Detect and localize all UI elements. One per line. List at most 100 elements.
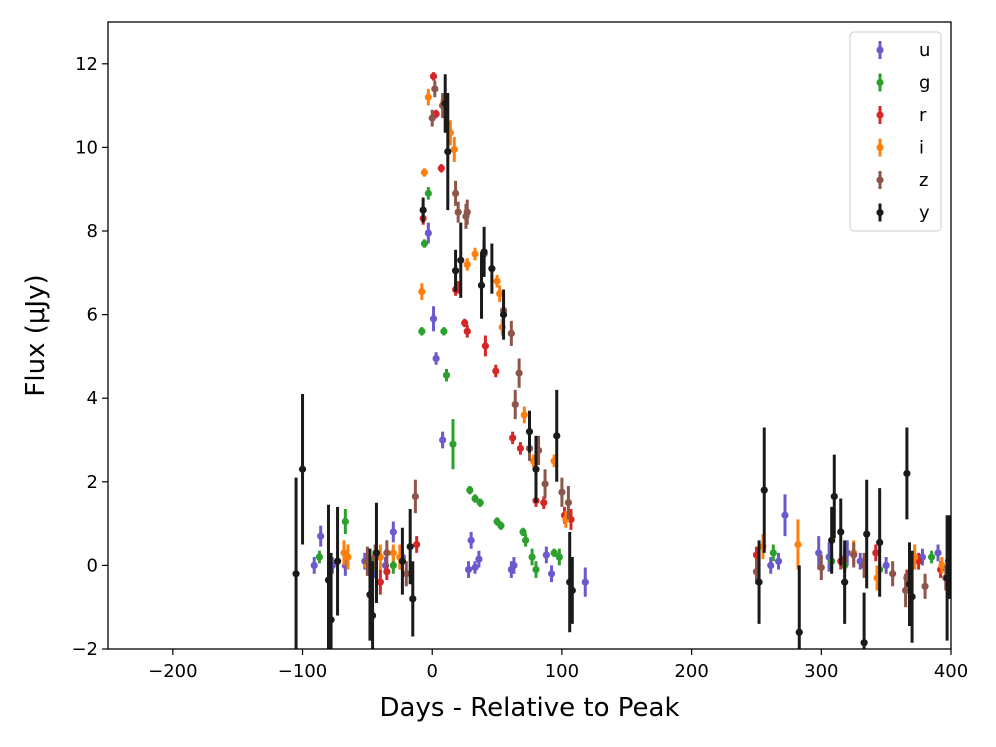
data-point <box>454 208 462 216</box>
data-point <box>463 327 471 335</box>
data-point <box>439 436 447 444</box>
data-point <box>499 311 508 319</box>
series-g <box>315 187 936 578</box>
data-point <box>333 557 342 565</box>
data-point <box>437 164 445 172</box>
data-point <box>298 465 307 473</box>
y-tick-label: 10 <box>75 137 98 158</box>
data-point <box>420 239 429 248</box>
data-point <box>317 532 325 540</box>
data-point <box>413 540 421 549</box>
x-tick-label: 200 <box>674 661 708 682</box>
data-point <box>409 595 417 603</box>
x-tick-label: −100 <box>278 661 327 682</box>
data-point <box>402 570 410 578</box>
data-point <box>946 553 951 561</box>
data-point <box>934 549 942 557</box>
legend-marker <box>876 111 884 119</box>
data-point <box>550 549 558 557</box>
data-point <box>541 480 549 488</box>
data-point <box>830 492 838 501</box>
data-point <box>471 250 479 258</box>
data-point <box>471 494 479 503</box>
y-tick-label: 6 <box>87 305 98 326</box>
y-tick-label: 2 <box>87 472 98 493</box>
data-point <box>755 578 763 586</box>
data-point <box>540 499 548 507</box>
legend-marker <box>876 143 884 152</box>
data-point <box>872 549 880 557</box>
data-point <box>476 499 484 507</box>
legend-label: g <box>919 73 930 94</box>
data-point <box>461 319 469 327</box>
data-point <box>315 553 323 561</box>
data-point <box>464 565 473 574</box>
data-point <box>389 561 397 570</box>
y-tick-label: 0 <box>87 555 98 576</box>
data-point <box>475 555 483 563</box>
legend-label: y <box>919 203 930 224</box>
legend-marker <box>876 46 884 54</box>
data-point <box>889 570 897 578</box>
legend-label: r <box>919 105 927 126</box>
data-point <box>542 551 550 559</box>
data-point <box>547 570 556 578</box>
data-point <box>429 72 438 80</box>
data-point <box>515 369 523 377</box>
data-point <box>444 147 452 156</box>
data-point <box>882 561 890 570</box>
data-point <box>794 540 802 549</box>
legend-label: z <box>919 170 928 191</box>
data-point <box>511 400 519 409</box>
data-point <box>497 522 505 530</box>
data-point <box>383 549 391 557</box>
y-axis-label: Flux (μJy) <box>21 274 51 396</box>
data-point <box>292 570 300 578</box>
data-point <box>451 189 460 197</box>
data-point <box>841 578 849 586</box>
data-point <box>532 465 540 473</box>
x-tick-label: 300 <box>804 661 838 682</box>
data-point <box>509 434 517 442</box>
legend-marker <box>876 176 884 184</box>
data-point <box>463 260 471 269</box>
data-point <box>507 329 515 338</box>
data-point <box>424 189 432 197</box>
data-point <box>419 206 427 214</box>
data-point <box>406 542 414 551</box>
data-point <box>368 611 377 620</box>
data-point <box>432 354 440 363</box>
data-point <box>564 499 573 507</box>
data-point <box>389 549 397 557</box>
data-point <box>398 557 407 565</box>
data-point <box>428 114 436 122</box>
data-point <box>555 553 563 561</box>
series-y <box>292 74 951 649</box>
data-point <box>492 367 500 375</box>
data-point <box>525 428 534 436</box>
y-tick-label: 12 <box>75 54 98 75</box>
data-point <box>466 486 474 494</box>
data-point <box>477 281 486 289</box>
data-point <box>921 582 929 590</box>
axis-ticks: −200 −100 0 100 200 300 400 −2 0 2 4 6 8 10 12 <box>71 54 968 682</box>
series-u <box>310 222 951 597</box>
data-point <box>558 488 566 496</box>
y-tick-label: 4 <box>87 388 98 409</box>
data-point <box>769 549 777 557</box>
data-point <box>860 639 868 647</box>
data-point <box>429 315 438 323</box>
legend-marker <box>876 208 884 217</box>
legend-box <box>849 31 942 232</box>
data-point <box>327 616 335 624</box>
data-point <box>760 486 768 494</box>
data-point <box>496 290 504 298</box>
data-point <box>902 586 910 595</box>
legend-label: u <box>919 40 930 61</box>
data-point <box>863 530 871 538</box>
plot-area-frame <box>107 21 952 650</box>
data-point <box>815 549 823 557</box>
y-tick-label: 8 <box>87 221 98 242</box>
data-point <box>817 563 825 572</box>
